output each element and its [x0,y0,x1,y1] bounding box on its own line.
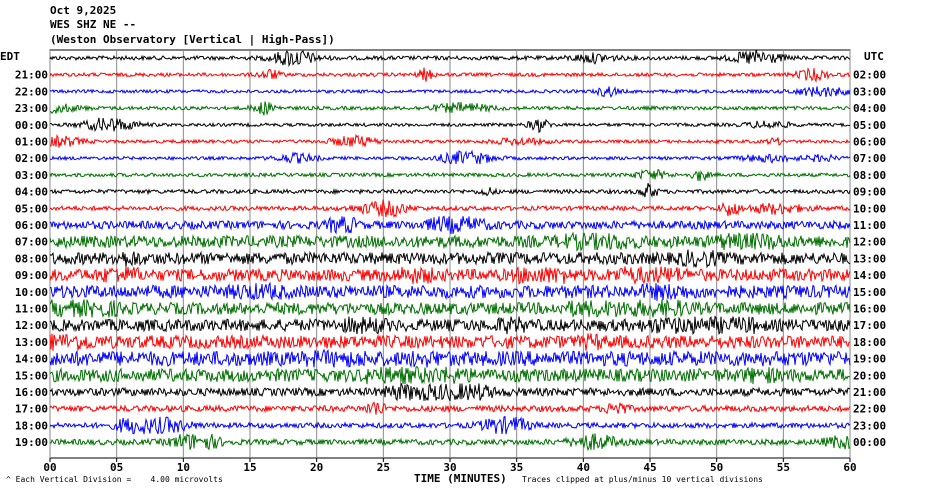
trace-row-13 [49,266,851,285]
trace-row-19 [49,365,851,385]
local-time-label: 10:00 [15,286,48,299]
chart-description: (Weston Observatory [Vertical | High-Pas… [50,33,335,46]
chart-date: Oct 9,2025 [50,4,117,17]
x-tick-label: 05 [110,461,123,474]
scale-note-text: Each Vertical Division = 4.00 microvolts [15,475,223,484]
trace-row-7 [49,168,851,182]
utc-time-label: 14:00 [853,269,886,282]
local-time-label: 05:00 [15,202,48,215]
local-time-label: 16:00 [15,386,48,399]
local-time-label: 17:00 [15,403,48,416]
utc-time-label: 11:00 [853,219,886,232]
trace-row-9 [49,199,851,219]
local-time-label: 12:00 [15,319,48,332]
utc-time-label: 13:00 [853,252,886,265]
utc-time-label: 00:00 [853,436,886,449]
trace-row-8 [49,183,851,198]
trace-row-6 [49,149,851,165]
x-tick-label: 35 [510,461,523,474]
x-tick-label: 60 [843,461,856,474]
x-tick-label: 00 [43,461,56,474]
trace-row-23 [49,433,851,452]
trace-row-20 [49,381,851,402]
trace-row-5 [49,133,851,148]
utc-time-label: 12:00 [853,236,886,249]
x-tick-label: 40 [577,461,590,474]
trace-row-0 [49,49,851,68]
utc-time-label: 23:00 [853,419,886,432]
x-tick-label: 15 [243,461,256,474]
x-tick-label: 55 [777,461,790,474]
trace-row-12 [49,249,851,269]
utc-time-label: 19:00 [853,353,886,366]
utc-time-label: 07:00 [853,152,886,165]
x-tick-label: 30 [443,461,456,474]
local-time-label: 09:00 [15,269,48,282]
right-timezone-label: UTC [864,50,884,63]
local-time-label: 04:00 [15,186,48,199]
local-time-label: 22:00 [15,85,48,98]
trace-row-10 [49,215,851,235]
local-time-label: 01:00 [15,136,48,149]
trace-row-4 [49,117,851,134]
trace-row-3 [49,101,851,116]
local-time-label: 21:00 [15,69,48,82]
local-time-label: 23:00 [15,102,48,115]
trace-row-18 [49,348,851,369]
local-time-label: 14:00 [15,353,48,366]
local-time-label: 11:00 [15,303,48,316]
x-axis-label: TIME (MINUTES) [414,472,507,485]
utc-time-label: 08:00 [853,169,886,182]
x-tick-label: 10 [177,461,190,474]
local-time-label: 08:00 [15,252,48,265]
trace-row-15 [49,298,851,318]
local-time-label: 07:00 [15,236,48,249]
local-time-label: 15:00 [15,369,48,382]
utc-time-label: 18:00 [853,336,886,349]
utc-time-label: 03:00 [853,85,886,98]
trace-row-16 [49,315,851,336]
trace-row-14 [50,281,851,301]
vertical-scale-note: ^ Each Vertical Division = 4.00 microvol… [6,475,223,484]
trace-row-2 [49,86,851,98]
utc-time-label: 20:00 [853,369,886,382]
x-tick-label: 20 [310,461,323,474]
utc-time-label: 09:00 [853,186,886,199]
utc-time-label: 21:00 [853,386,886,399]
local-time-label: 00:00 [15,119,48,132]
trace-row-22 [49,415,851,435]
clip-note: Traces clipped at plus/minus 10 vertical… [522,475,763,484]
chart-station: WES SHZ NE -- [50,18,137,31]
utc-time-label: 06:00 [853,136,886,149]
utc-time-label: 22:00 [853,403,886,416]
trace-row-11 [49,231,851,252]
utc-time-label: 04:00 [853,102,886,115]
local-time-label: 13:00 [15,336,48,349]
x-tick-label: 25 [377,461,390,474]
trace-row-17 [49,333,850,351]
utc-time-label: 17:00 [853,319,886,332]
local-time-label: 02:00 [15,152,48,165]
trace-row-1 [49,67,851,83]
corner-mark: ^ [6,475,11,484]
utc-time-label: 05:00 [853,119,886,132]
local-time-label: 03:00 [15,169,48,182]
trace-row-21 [49,401,851,415]
local-time-label: 18:00 [15,419,48,432]
utc-time-label: 16:00 [853,303,886,316]
x-tick-label: 45 [643,461,656,474]
utc-time-label: 15:00 [853,286,886,299]
utc-time-label: 02:00 [853,69,886,82]
local-time-label: 06:00 [15,219,48,232]
utc-time-label: 10:00 [853,202,886,215]
x-tick-label: 50 [710,461,723,474]
local-time-label: 19:00 [15,436,48,449]
left-timezone-label: EDT [0,50,20,63]
